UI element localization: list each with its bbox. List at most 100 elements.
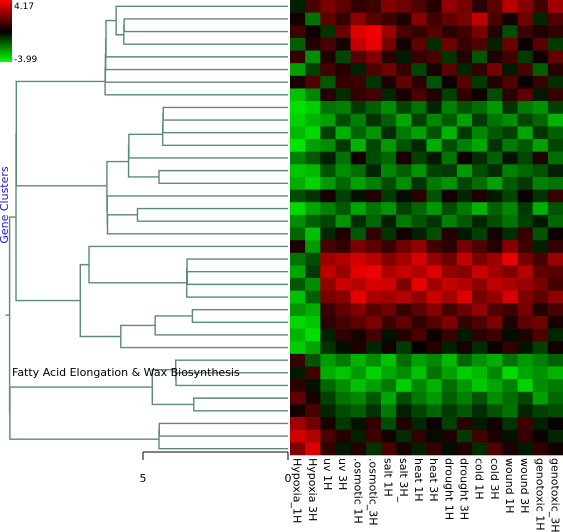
heatmap-cell <box>396 25 412 39</box>
heatmap-cell <box>441 404 458 418</box>
heatmap-cell <box>426 101 442 115</box>
heatmap-cell <box>456 227 473 241</box>
heatmap-cell <box>350 126 367 140</box>
heatmap-cell <box>487 63 503 77</box>
heatmap-cell <box>517 88 533 102</box>
heatmap-cell <box>472 404 488 418</box>
heatmap-cell <box>472 101 488 115</box>
heatmap-cell <box>365 303 382 317</box>
heatmap-cell <box>411 88 427 102</box>
heatmap-cell <box>532 164 549 178</box>
heatmap-cell <box>335 176 351 190</box>
heatmap-cell <box>320 25 336 39</box>
heatmap-cell <box>411 442 427 456</box>
column-label: genotoxic 1H <box>533 458 546 531</box>
heatmap-cell <box>426 404 442 418</box>
heatmap-cell <box>517 303 533 317</box>
heatmap-cell <box>441 164 458 178</box>
heatmap-cell <box>305 75 321 89</box>
heatmap-cell <box>426 353 442 367</box>
heatmap-cell <box>290 315 306 329</box>
heatmap-cell <box>365 63 382 77</box>
heatmap-cell <box>320 75 336 89</box>
heatmap-cell <box>396 63 412 77</box>
heatmap-cell <box>396 366 412 380</box>
heatmap-cell <box>335 50 351 64</box>
column-label: heat 3H <box>427 458 440 502</box>
heatmap-cell <box>365 290 382 304</box>
heatmap-cell <box>532 341 549 355</box>
heatmap-cell <box>305 50 321 64</box>
heatmap-cell <box>305 303 321 317</box>
heatmap-cell <box>472 50 488 64</box>
heatmap-cell <box>547 391 563 405</box>
heatmap-cell <box>381 366 397 380</box>
heatmap-cell <box>517 404 533 418</box>
heatmap-cell <box>350 252 367 266</box>
heatmap-cell <box>350 0 367 13</box>
heatmap-cell <box>290 75 306 89</box>
heatmap-cell <box>456 176 473 190</box>
heatmap-cell <box>441 63 458 77</box>
heatmap-cell <box>290 0 306 13</box>
heatmap-cell <box>290 379 306 393</box>
heatmap-cell <box>320 303 336 317</box>
heatmap-cell <box>502 139 518 152</box>
heatmap-cell <box>290 429 306 443</box>
heatmap-cell <box>441 50 458 64</box>
heatmap-cell <box>532 328 549 342</box>
heatmap-cell <box>350 176 367 190</box>
heatmap-cell <box>502 12 518 26</box>
heatmap-cell <box>456 353 473 367</box>
heatmap-cell <box>290 442 306 456</box>
dendrogram-branch <box>186 258 288 279</box>
heatmap-cell <box>411 0 427 13</box>
heatmap-cell <box>426 75 442 89</box>
heatmap-cell <box>411 164 427 178</box>
heatmap-cell <box>305 265 321 279</box>
heatmap-cell <box>320 12 336 26</box>
column-label: salt 3H_ <box>397 458 410 503</box>
heatmap-cell <box>381 315 397 329</box>
heatmap-cell <box>411 113 427 127</box>
heatmap-cell <box>381 50 397 64</box>
heatmap-cell <box>472 315 488 329</box>
heatmap-cell <box>335 12 351 26</box>
heatmap-cell <box>305 391 321 405</box>
heatmap-cell <box>290 37 306 51</box>
heatmap-cell <box>487 240 503 254</box>
heatmap-cell <box>350 37 367 51</box>
heatmap-cell <box>472 164 488 178</box>
heatmap-cell <box>290 353 306 367</box>
heatmap-cell <box>502 303 518 317</box>
heatmap-cell <box>472 417 488 431</box>
heatmap-cell <box>305 63 321 77</box>
heatmap-cell <box>320 164 336 178</box>
heatmap-cell <box>547 353 563 367</box>
heatmap-cell <box>290 417 306 431</box>
heatmap-cell <box>396 202 412 216</box>
heatmap-cell <box>517 139 533 152</box>
x-tick-label: 5 <box>140 472 147 485</box>
heatmap-cell <box>335 37 351 51</box>
heatmap-cell <box>517 391 533 405</box>
heatmap-cell <box>441 328 458 342</box>
heatmap-cell <box>441 252 458 266</box>
heatmap-cell <box>335 139 351 152</box>
heatmap-cell <box>290 164 306 178</box>
heatmap-cell <box>335 88 351 102</box>
heatmap-cell <box>532 353 549 367</box>
dendrogram-branch <box>158 169 288 184</box>
heatmap-cell <box>502 151 518 165</box>
heatmap-cell <box>381 391 397 405</box>
heatmap-cell <box>320 214 336 228</box>
heatmap-cell <box>350 240 367 254</box>
heatmap-cell <box>320 113 336 127</box>
heatmap-cell <box>396 75 412 89</box>
heatmap-cell <box>335 328 351 342</box>
heatmap-cell <box>396 417 412 431</box>
heatmap-cell <box>456 278 473 291</box>
dendrogram-branch <box>105 19 288 58</box>
heatmap-cell <box>487 75 503 89</box>
heatmap-cell <box>320 417 336 431</box>
